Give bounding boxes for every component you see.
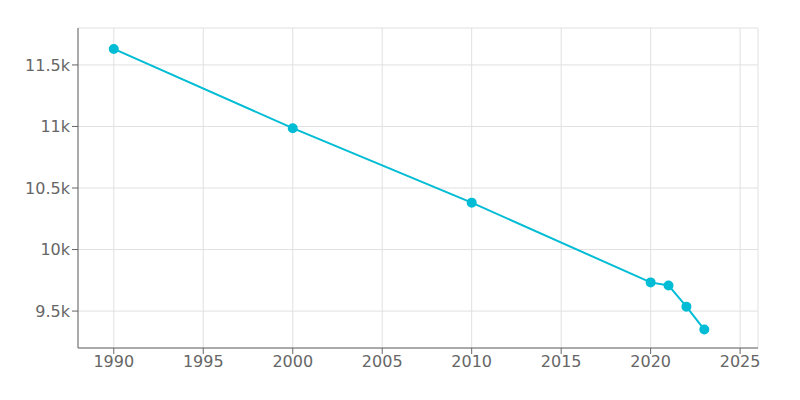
svg-text:2005: 2005 [362,352,403,371]
svg-text:2020: 2020 [630,352,671,371]
svg-text:2015: 2015 [541,352,582,371]
svg-text:11k: 11k [40,117,70,136]
svg-text:2025: 2025 [720,352,761,371]
svg-text:2000: 2000 [272,352,313,371]
svg-text:1990: 1990 [93,352,134,371]
svg-text:2010: 2010 [451,352,492,371]
svg-text:10.5k: 10.5k [25,179,71,198]
svg-text:9.5k: 9.5k [35,302,70,321]
svg-text:10k: 10k [40,240,70,259]
svg-text:11.5k: 11.5k [25,56,71,75]
svg-text:1995: 1995 [183,352,224,371]
